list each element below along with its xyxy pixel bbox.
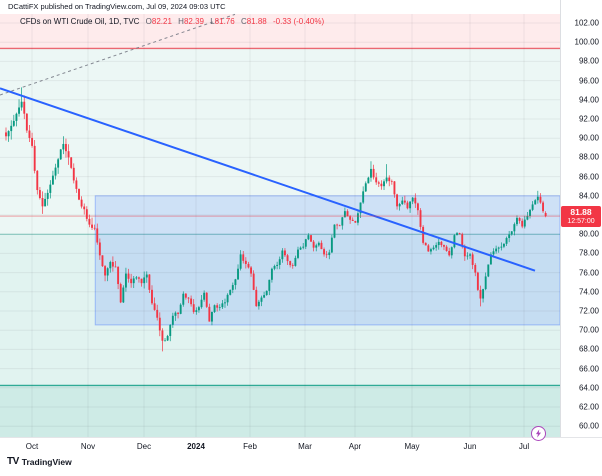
- change-value: -0.33 (-0.40%): [272, 17, 325, 26]
- price-tick-label: 74.00: [578, 287, 599, 297]
- low-label: L: [210, 17, 215, 26]
- chart-legend: CFDs on WTI Crude Oil, 1D, TVC O82.21 H8…: [20, 17, 324, 26]
- supply-zone: [0, 14, 560, 49]
- price-tick-label: 60.00: [578, 421, 599, 431]
- time-axis[interactable]: Oct Nov Dec 2024 Feb Mar Apr May Jun Jul: [0, 437, 602, 454]
- candles: [5, 87, 547, 352]
- price-tick-label: 98.00: [578, 56, 599, 66]
- time-tick-label: 2024: [187, 442, 205, 451]
- lightning-marker[interactable]: [531, 426, 546, 441]
- close-label: C: [240, 17, 247, 26]
- symbol-title[interactable]: CFDs on WTI Crude Oil, 1D, TVC: [20, 17, 140, 26]
- price-tick-label: 88.00: [578, 152, 599, 162]
- price-tick-label: 78.00: [578, 248, 599, 258]
- time-tick-label: Mar: [298, 442, 312, 451]
- time-tick-label: Dec: [136, 442, 152, 451]
- publish-byline: DCattiFX published on TradingView.com, J…: [8, 2, 226, 11]
- bar-countdown: 12:57:00: [567, 217, 595, 225]
- time-tick-label: Apr: [348, 442, 362, 451]
- price-tick-label: 68.00: [578, 344, 599, 354]
- price-tick-label: 84.00: [578, 191, 599, 201]
- tradingview-logo-text: TradingView: [21, 456, 72, 467]
- price-tick-label: 90.00: [578, 133, 599, 143]
- last-price-value: 81.88: [570, 207, 592, 217]
- time-tick-label: Nov: [80, 442, 96, 451]
- price-tick-label: 96.00: [578, 76, 599, 86]
- last-price-badge: 81.88 12:57:00: [561, 206, 601, 227]
- open-value: 82.21: [151, 17, 172, 26]
- tradingview-logo[interactable]: TV TradingView: [7, 456, 72, 467]
- price-tick-label: 94.00: [578, 95, 599, 105]
- price-tick-label: 70.00: [578, 325, 599, 335]
- low-value: 81.76: [214, 17, 235, 26]
- open-label: O: [145, 17, 152, 26]
- demand-zone: [0, 385, 560, 437]
- high-label: H: [178, 17, 184, 26]
- high-value: 82.39: [183, 17, 204, 26]
- background-zones: [0, 14, 560, 437]
- time-tick-label: Feb: [243, 442, 257, 451]
- price-tick-label: 102.00: [574, 18, 599, 28]
- price-tick-label: 100.00: [574, 37, 599, 47]
- grid: [0, 14, 560, 437]
- price-tick-label: 62.00: [578, 402, 599, 412]
- lightning-icon: [535, 429, 542, 438]
- price-tick-label: 72.00: [578, 306, 599, 316]
- upper-green-zone: [0, 48, 560, 235]
- tradingview-logo-icon: TV: [7, 456, 19, 467]
- time-tick-label: Jun: [463, 442, 477, 451]
- price-tick-label: 80.00: [578, 229, 599, 239]
- close-value: 81.88: [246, 17, 267, 26]
- price-tick-label: 64.00: [578, 383, 599, 393]
- descending-trendline[interactable]: [0, 87, 536, 272]
- price-tick-label: 92.00: [578, 114, 599, 124]
- price-tick-label: 66.00: [578, 364, 599, 374]
- time-tick-label: May: [404, 442, 420, 451]
- price-tick-label: 76.00: [578, 268, 599, 278]
- time-tick-label: Oct: [25, 442, 39, 451]
- price-tick-label: 86.00: [578, 172, 599, 182]
- blue-consolidation-box: [94, 195, 561, 326]
- time-tick-label: Jul: [518, 442, 530, 451]
